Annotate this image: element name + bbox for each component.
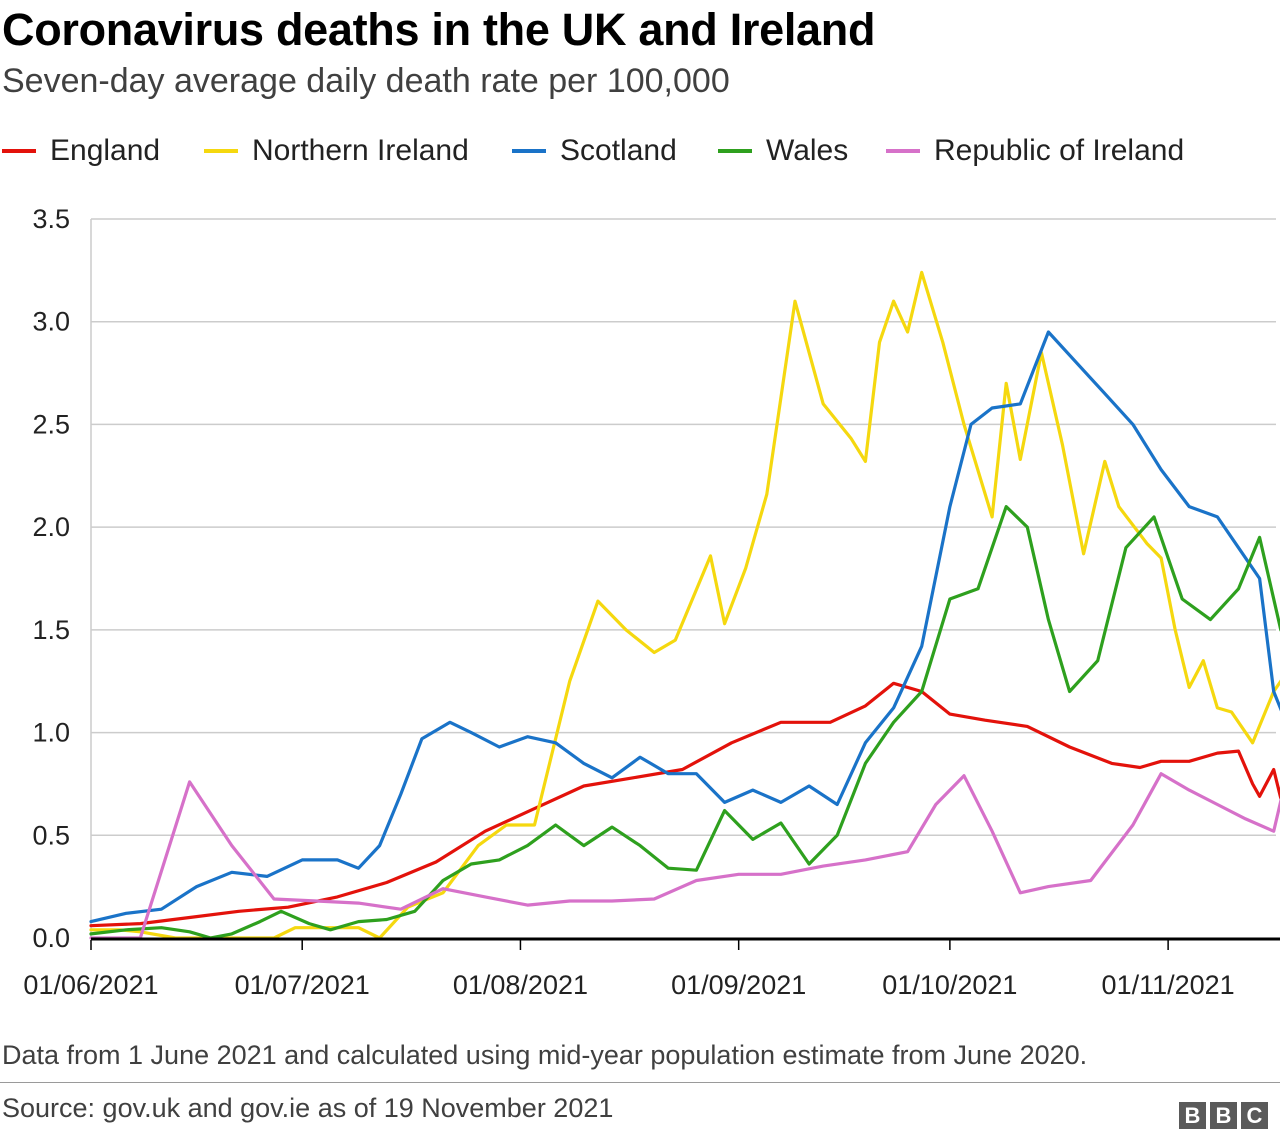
x-tick-label: 01/07/2021 [235,970,370,1000]
y-tick-label: 0.0 [32,923,70,953]
legend-item-northern-ireland: Northern Ireland [204,134,469,168]
legend-label-england: England [50,134,161,167]
x-tick-label: 01/09/2021 [671,970,806,1000]
legend-label-scotland: Scotland [560,134,677,167]
legend-label-republic-of-ireland: Republic of Ireland [934,134,1185,167]
legend-swatch-wales [718,149,752,153]
footer-divider [0,1082,1280,1083]
line-chart: 0.0 0.5 1.0 1.5 2.0 2.5 3.0 3.5 01/06/2021 01/07/… [23,204,1280,1000]
series-line-england [89,681,1280,928]
legend-item-wales: Wales [718,134,848,168]
legend-swatch-republic-of-ireland [886,149,920,153]
legend-item-england: England [2,134,160,168]
legend-swatch-england [2,149,36,153]
axes: 0.0 0.5 1.0 1.5 2.0 2.5 3.0 3.5 01/06/2021 01/07/… [23,204,1280,1000]
chart-note: Data from 1 June 2021 and calculated usi… [2,1040,1088,1070]
series-line-wales [89,505,1280,940]
x-tick-label: 01/10/2021 [882,970,1017,1000]
x-tick-label: 01/08/2021 [453,970,588,1000]
series-line-scotland [89,330,1280,924]
bbc-logo-letter: B [1210,1102,1237,1129]
chart-title: Coronavirus deaths in the UK and Ireland [2,4,876,55]
x-tick-label: 01/11/2021 [1102,970,1235,1000]
legend-item-republic-of-ireland: Republic of Ireland [886,134,1184,168]
y-tick-label: 2.0 [32,512,70,542]
y-tick-label: 1.5 [32,615,70,645]
legend-swatch-scotland [512,149,546,153]
bbc-logo-letter: B [1179,1102,1206,1129]
bbc-logo-letter: C [1241,1102,1268,1129]
series-line-republic-of-ireland [89,772,1280,940]
chart-legend: England Northern Ireland Scotland Wales … [0,134,1280,174]
legend-label-northern-ireland: Northern Ireland [252,134,469,167]
y-tick-label: 0.5 [32,820,70,850]
y-tick-label: 3.5 [32,204,70,234]
chart-subtitle: Seven-day average daily death rate per 1… [2,62,730,100]
bbc-logo: B B C [1179,1102,1268,1129]
gridlines [90,218,1276,938]
chart-source: Source: gov.uk and gov.ie as of 19 Novem… [2,1093,614,1123]
x-tick-label: 01/06/2021 [23,970,158,1000]
legend-swatch-northern-ireland [204,149,238,153]
series-line-northern-ireland [89,270,1280,940]
y-tick-label: 3.0 [32,307,70,337]
series-lines [89,270,1280,940]
y-tick-label: 2.5 [32,409,70,439]
legend-label-wales: Wales [766,134,849,167]
y-tick-label: 1.0 [32,718,70,748]
legend-item-scotland: Scotland [512,134,677,168]
